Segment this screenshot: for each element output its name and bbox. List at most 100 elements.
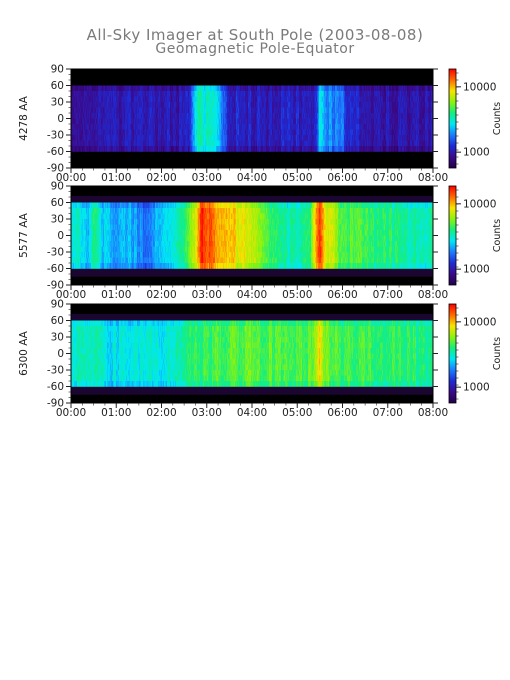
heatmap-cell xyxy=(330,113,332,119)
heatmap-cell xyxy=(137,91,139,97)
heatmap-cell xyxy=(199,107,201,114)
heatmap-cell xyxy=(341,91,343,97)
heatmap-cell xyxy=(140,124,142,130)
heatmap-cell xyxy=(394,135,396,141)
heatmap-cell xyxy=(288,124,290,130)
heatmap-cell xyxy=(229,124,231,130)
heatmap-cell xyxy=(421,135,423,141)
heatmap-cell xyxy=(218,124,220,130)
heatmap-cell xyxy=(274,135,276,141)
heatmap-cell xyxy=(94,85,96,92)
heatmap-cell xyxy=(117,135,119,141)
heatmap-cell xyxy=(408,118,410,125)
heatmap-cell xyxy=(133,85,135,92)
heatmap-cell xyxy=(429,135,431,141)
heatmap-cell xyxy=(415,85,417,92)
heatmap-cell xyxy=(320,118,322,125)
heatmap-cell xyxy=(426,118,428,125)
heatmap-cell xyxy=(86,107,88,114)
heatmap-cell xyxy=(226,146,228,152)
heatmap-cell xyxy=(222,91,224,97)
heatmap-cell xyxy=(391,113,393,119)
heatmap-cell xyxy=(79,252,81,258)
heatmap-cell xyxy=(235,85,237,92)
heatmap-cell xyxy=(394,146,396,152)
heatmap-cell xyxy=(318,85,320,92)
heatmap-cell xyxy=(101,146,103,152)
heatmap-cell xyxy=(338,96,340,103)
heatmap-cell xyxy=(305,96,307,103)
heatmap-cell xyxy=(254,85,256,92)
heatmap-cell xyxy=(381,102,383,108)
x-tick-label: 01:00 xyxy=(101,172,131,184)
heatmap-cell xyxy=(245,102,247,108)
heatmap-cell xyxy=(209,113,211,119)
heatmap-cell xyxy=(75,85,77,92)
heatmap-cell xyxy=(83,224,85,231)
heatmap-cell xyxy=(258,91,260,97)
heatmap-cell xyxy=(139,113,141,119)
heatmap-cell xyxy=(379,129,381,136)
heatmap-cell xyxy=(103,113,105,119)
heatmap-cell xyxy=(287,124,289,130)
heatmap-cell xyxy=(220,118,222,125)
heatmap-cell xyxy=(80,129,82,136)
heatmap-cell xyxy=(333,91,335,97)
heatmap-cell xyxy=(128,129,130,136)
heatmap-cell xyxy=(81,124,83,130)
heatmap-cell xyxy=(130,102,132,108)
heatmap-cell xyxy=(97,107,99,114)
heatmap-cell xyxy=(71,102,73,108)
heatmap-cell xyxy=(77,107,79,114)
heatmap-cell xyxy=(263,129,265,136)
heatmap-cell xyxy=(408,129,410,136)
heatmap-cell xyxy=(317,129,319,136)
heatmap-cell xyxy=(298,146,300,152)
heatmap-cell xyxy=(216,118,218,125)
heatmap-cell xyxy=(353,96,355,103)
heatmap-cell xyxy=(352,102,354,108)
heatmap-cell xyxy=(80,102,82,108)
heatmap-cell xyxy=(112,107,114,114)
heatmap-cell xyxy=(222,85,224,92)
heatmap-cell xyxy=(163,91,165,97)
heatmap-cell xyxy=(359,91,361,97)
heatmap-cell xyxy=(295,135,297,141)
heatmap-cell xyxy=(132,113,134,119)
heatmap-cell xyxy=(344,146,346,152)
heatmap-cell xyxy=(91,140,93,147)
heatmap-cell xyxy=(347,85,349,92)
heatmap-cell xyxy=(209,135,211,141)
heatmap-cell xyxy=(281,135,283,141)
heatmap-cell xyxy=(170,129,172,136)
heatmap-cell xyxy=(229,96,231,103)
heatmap-cell xyxy=(154,113,156,119)
heatmap-cell xyxy=(278,113,280,119)
heatmap-cell xyxy=(327,85,329,92)
heatmap-cell xyxy=(207,107,209,114)
heatmap-cell xyxy=(165,107,167,114)
heatmap-cell xyxy=(282,96,284,103)
heatmap-cell xyxy=(322,129,324,136)
heatmap-cell xyxy=(132,140,134,147)
heatmap-cell xyxy=(111,202,113,209)
heatmap-cell xyxy=(71,113,73,119)
heatmap-cell xyxy=(405,135,407,141)
heatmap-cell xyxy=(229,85,231,92)
heatmap-cell xyxy=(202,135,204,141)
heatmap-cell xyxy=(359,107,361,114)
heatmap-cell xyxy=(114,96,116,103)
heatmap-cell xyxy=(281,102,283,108)
heatmap-cell xyxy=(298,140,300,147)
heatmap-cell xyxy=(392,113,394,119)
heatmap-cell xyxy=(150,135,152,141)
heatmap-cell xyxy=(101,230,103,236)
heatmap-cell xyxy=(89,202,91,209)
heatmap-cell xyxy=(351,113,353,119)
heatmap-cell xyxy=(112,263,114,269)
heatmap-cell xyxy=(245,129,247,136)
heatmap-cell xyxy=(303,91,305,97)
heatmap-cell xyxy=(191,91,193,97)
heatmap-cell xyxy=(173,140,175,147)
heatmap-cell xyxy=(196,96,198,103)
